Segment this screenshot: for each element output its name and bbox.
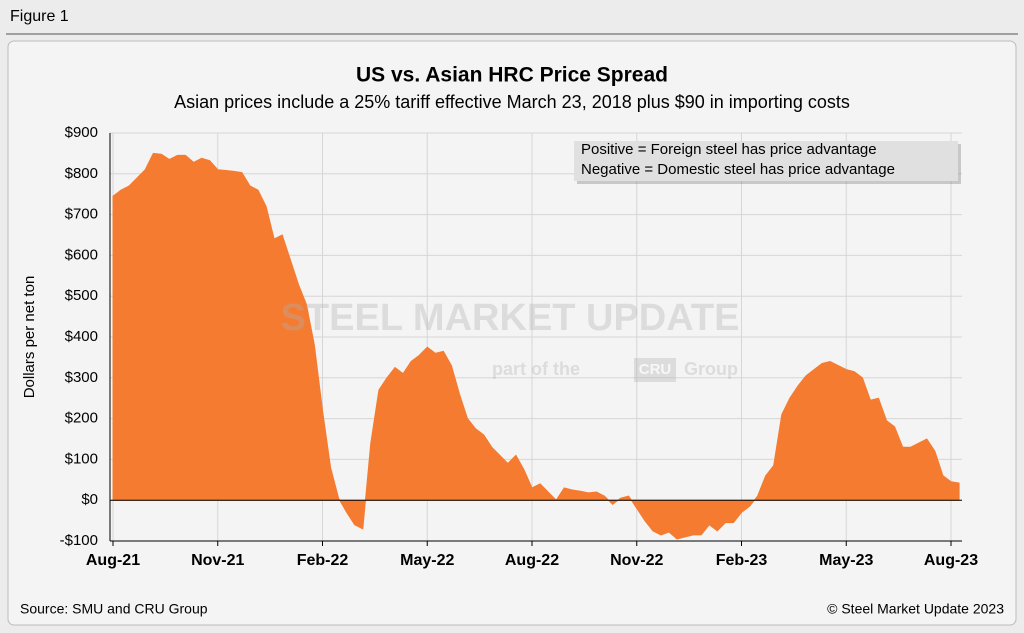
watermark: STEEL MARKET UPDATE part of the CRU Grou… xyxy=(281,297,740,382)
chart-title: US vs. Asian HRC Price Spread xyxy=(356,64,668,87)
figure-label: Figure 1 xyxy=(10,8,69,25)
x-tick-label: Feb-23 xyxy=(716,552,768,569)
y-tick-label: $500 xyxy=(65,287,98,304)
watermark-text: Group xyxy=(684,359,738,379)
y-tick-label: $0 xyxy=(81,491,98,508)
x-tick-label: Nov-22 xyxy=(610,552,663,569)
plot: -$100 $0 $100 $200 $300 $400 $500 $600 $700 $800 $… xyxy=(60,124,979,569)
x-tick-label: May-22 xyxy=(400,552,454,569)
y-tick-label: $300 xyxy=(65,369,98,386)
watermark-text: STEEL MARKET UPDATE xyxy=(281,297,740,339)
annotation: Positive = Foreign steel has price advan… xyxy=(581,141,877,158)
annotation: Negative = Domestic steel has price adva… xyxy=(581,161,895,178)
x-tick-label: Aug-22 xyxy=(505,552,559,569)
x-tick-label: Feb-22 xyxy=(297,552,349,569)
x-tick-label: Nov-21 xyxy=(191,552,244,569)
y-axis-label: Dollars per net ton xyxy=(21,276,38,399)
copyright: © Steel Market Update 2023 xyxy=(827,601,1004,617)
annotation-box xyxy=(574,141,958,181)
x-tick-label: May-23 xyxy=(819,552,873,569)
y-tick-label: -$100 xyxy=(60,532,98,549)
x-tick-label: Aug-21 xyxy=(86,552,140,569)
area xyxy=(112,152,960,540)
chart-subtitle: Asian prices include a 25% tariff effect… xyxy=(174,92,850,112)
watermark-box xyxy=(634,358,676,382)
y-tick-label: $600 xyxy=(65,246,98,263)
watermark-text: CRU xyxy=(639,361,672,378)
y-tick-label: $100 xyxy=(65,450,98,467)
y-tick-label: $400 xyxy=(65,328,98,345)
watermark-text: part of the xyxy=(492,359,580,379)
x-tick-label: Aug-23 xyxy=(924,552,978,569)
y-tick-label: $700 xyxy=(65,206,98,223)
y-tick-label: $200 xyxy=(65,410,98,427)
y-tick-label: $800 xyxy=(65,165,98,182)
source: Source: SMU and CRU Group xyxy=(20,601,208,617)
y-tick-label: $900 xyxy=(65,124,98,141)
